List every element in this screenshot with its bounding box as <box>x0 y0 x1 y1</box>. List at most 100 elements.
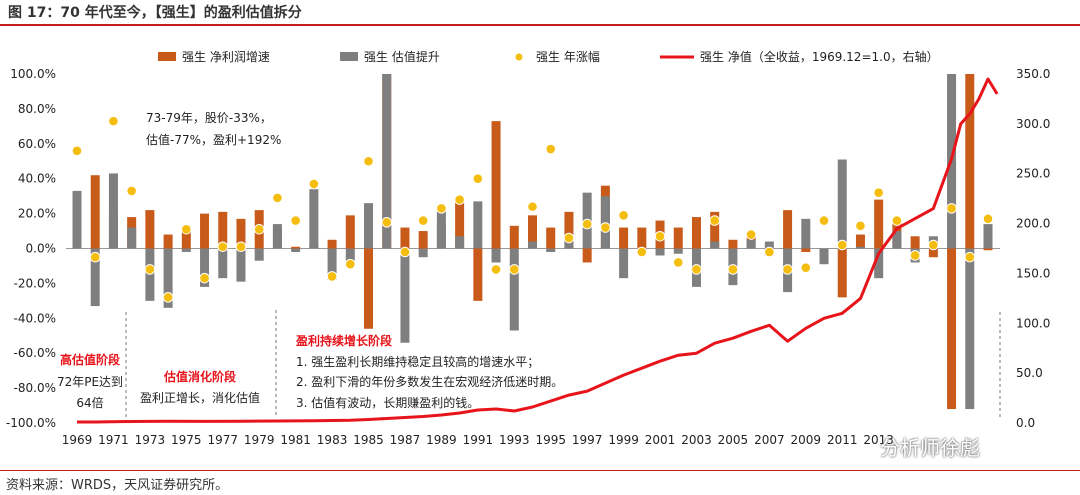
valuation-bar <box>455 236 465 249</box>
legend-label-valuation: 强生 估值提升 <box>364 49 440 64</box>
earnings-bar <box>400 227 410 249</box>
valuation-bar <box>619 248 629 279</box>
x-tick-label: 1969 <box>62 433 93 447</box>
valuation-bar <box>655 248 665 256</box>
valuation-bar <box>855 246 865 249</box>
valuation-bar <box>673 248 683 254</box>
earnings-bar <box>528 215 537 249</box>
earnings-bar <box>236 218 246 249</box>
earnings-bar <box>200 213 210 249</box>
source-note: 资料来源：WRDS，天风证券研究所。 <box>6 478 229 493</box>
earnings-bar <box>582 248 592 263</box>
price-dot <box>563 232 575 244</box>
x-tick-label: 2009 <box>791 433 822 447</box>
left-tick-label: 20.0% <box>18 207 56 221</box>
price-dot <box>108 115 119 127</box>
left-tick-label: 0.0% <box>26 242 57 256</box>
valuation-bar <box>345 248 355 261</box>
price-dot <box>71 145 83 157</box>
price-dot <box>308 178 320 190</box>
price-dot <box>891 215 903 226</box>
left-tick-label: 60.0% <box>18 137 56 151</box>
valuation-bar <box>801 218 811 249</box>
earnings-bar <box>291 246 301 249</box>
phase3-line2: 2. 盈利下滑的年份多数发生在宏观经济低迷时期。 <box>296 374 563 389</box>
earnings-bar <box>327 239 337 249</box>
x-tick-label: 2005 <box>718 433 749 447</box>
price-dot <box>946 203 957 214</box>
valuation-bar <box>272 224 282 249</box>
price-dot <box>235 241 247 253</box>
price-dot <box>782 264 793 275</box>
price-dot <box>381 217 393 228</box>
left-tick-label: -60.0% <box>14 346 56 360</box>
legend-label-price: 强生 年涨幅 <box>536 49 600 64</box>
legend-label-earnings: 强生 净利润增速 <box>182 50 270 64</box>
price-dot <box>709 215 721 226</box>
x-tick-label: 1981 <box>280 433 311 447</box>
legend-swatch-valuation <box>340 52 358 61</box>
x-tick-label: 1971 <box>98 433 129 447</box>
valuation-bar <box>72 190 82 249</box>
x-tick-label: 1993 <box>499 433 530 447</box>
price-dot <box>818 215 830 226</box>
earnings-bar <box>801 248 811 252</box>
earnings-bar <box>181 229 191 249</box>
x-tick-label: 2001 <box>645 433 676 447</box>
earnings-bar <box>491 121 501 249</box>
valuation-bar <box>382 74 392 249</box>
earnings-bar <box>218 211 228 249</box>
right-axis: 0.0 50.0 100.0 150.0 200.0 250.0 300.0 350.0 <box>1016 67 1050 430</box>
figure-title: 图 17：70 年代至今，【强生】的盈利估值拆分 <box>8 5 302 21</box>
valuation-bar <box>436 206 446 249</box>
earnings-bar <box>673 227 683 249</box>
earnings-bar <box>145 210 155 249</box>
price-dot <box>618 210 629 221</box>
valuation-bar <box>710 241 720 249</box>
price-dot <box>399 246 411 258</box>
legend-swatch-earnings <box>158 52 176 61</box>
valuation-bar <box>291 248 301 252</box>
x-tick-label: 2007 <box>754 433 785 447</box>
x-tick-label: 2003 <box>681 433 712 447</box>
x-tick-label: 2011 <box>827 433 858 447</box>
earnings-bar <box>637 227 647 249</box>
valuation-bar <box>90 248 100 307</box>
valuation-bar <box>509 248 519 331</box>
price-dot <box>836 239 848 251</box>
price-dot <box>527 201 538 212</box>
earnings-bar <box>837 248 847 298</box>
price-dot <box>545 143 557 155</box>
valuation-bar <box>746 239 756 249</box>
right-tick-label: 150.0 <box>1016 266 1050 280</box>
x-tick-label: 1999 <box>608 433 639 447</box>
phase3-line3: 3. 估值有波动，长期赚盈利的钱。 <box>296 395 479 410</box>
valuation-bar <box>327 248 337 280</box>
x-tick-label: 1977 <box>207 433 238 447</box>
x-tick-label: 1997 <box>572 433 603 447</box>
phase2-line1: 盈利正增长，消化估值 <box>140 390 260 405</box>
left-axis: -100.0% -80.0% -60.0% -40.0% -20.0% 0.0% 20.0%… <box>6 67 56 430</box>
price-dot <box>89 251 101 263</box>
valuation-bar <box>837 159 847 249</box>
price-dot <box>636 246 648 258</box>
price-dot <box>855 220 866 232</box>
earnings-bar <box>546 227 556 249</box>
phase2-title: 估值消化阶段 <box>163 369 237 384</box>
earnings-bar <box>345 215 355 249</box>
earnings-bar <box>163 234 173 249</box>
price-dot <box>654 230 666 242</box>
phase1-line2: 64倍 <box>76 395 103 410</box>
price-dot <box>363 155 374 167</box>
valuation-bar <box>364 203 374 249</box>
earnings-bar <box>874 199 884 249</box>
right-tick-label: 350.0 <box>1016 67 1050 81</box>
price-dot <box>217 241 229 253</box>
right-tick-label: 200.0 <box>1016 217 1050 231</box>
price-dot <box>508 264 520 275</box>
title-rule <box>0 24 1080 26</box>
earnings-bar <box>965 74 975 249</box>
valuation-bar <box>309 189 319 249</box>
right-tick-label: 50.0 <box>1016 366 1043 380</box>
right-tick-label: 100.0 <box>1016 316 1050 330</box>
